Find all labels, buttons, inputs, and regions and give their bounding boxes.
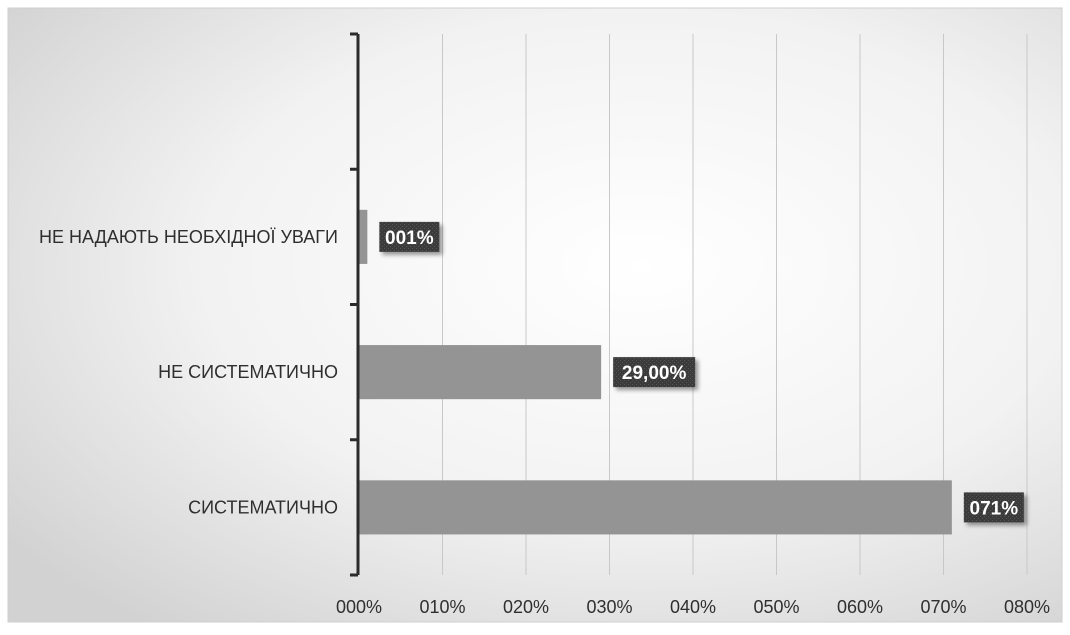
- data-label-box: [379, 221, 440, 252]
- x-tick-label: 060%: [837, 597, 883, 617]
- x-tick-label: 040%: [670, 597, 716, 617]
- data-label-text: 29,00%: [622, 363, 687, 384]
- bar: [359, 480, 952, 535]
- x-tick-label: 000%: [336, 597, 382, 617]
- data-label-text: 071%: [970, 498, 1019, 519]
- data-labels: 001% 29,00% 071%: [379, 221, 1024, 523]
- x-tick-label: 010%: [419, 597, 465, 617]
- category-label: НЕ СИСТЕМАТИЧНО: [158, 362, 338, 382]
- data-label: 29,00%: [613, 357, 696, 388]
- x-tick-label: 020%: [503, 597, 549, 617]
- category-label: СИСТЕМАТИЧНО: [188, 497, 338, 517]
- x-tick-label: 070%: [920, 597, 966, 617]
- category-label: НЕ НАДАЮТЬ НЕОБХІДНОЇ УВАГИ: [39, 227, 338, 247]
- bar: [359, 345, 602, 400]
- x-axis-ticks: 000% 010% 020% 030% 040% 050% 060% 070% 080%: [336, 597, 1050, 617]
- data-label: 001%: [379, 221, 440, 252]
- data-label-box: [613, 357, 696, 388]
- category-axis: НЕ НАДАЮТЬ НЕОБХІДНОЇ УВАГИ НЕ СИСТЕМАТИЧ…: [39, 32, 360, 577]
- x-tick-label: 050%: [753, 597, 799, 617]
- x-tick-label: 030%: [586, 597, 632, 617]
- x-tick-label: 080%: [1004, 597, 1050, 617]
- data-label-text: 001%: [385, 228, 434, 249]
- bars: [359, 209, 952, 535]
- bar: [359, 209, 368, 264]
- data-label: 071%: [963, 492, 1024, 523]
- data-label-box: [963, 492, 1024, 523]
